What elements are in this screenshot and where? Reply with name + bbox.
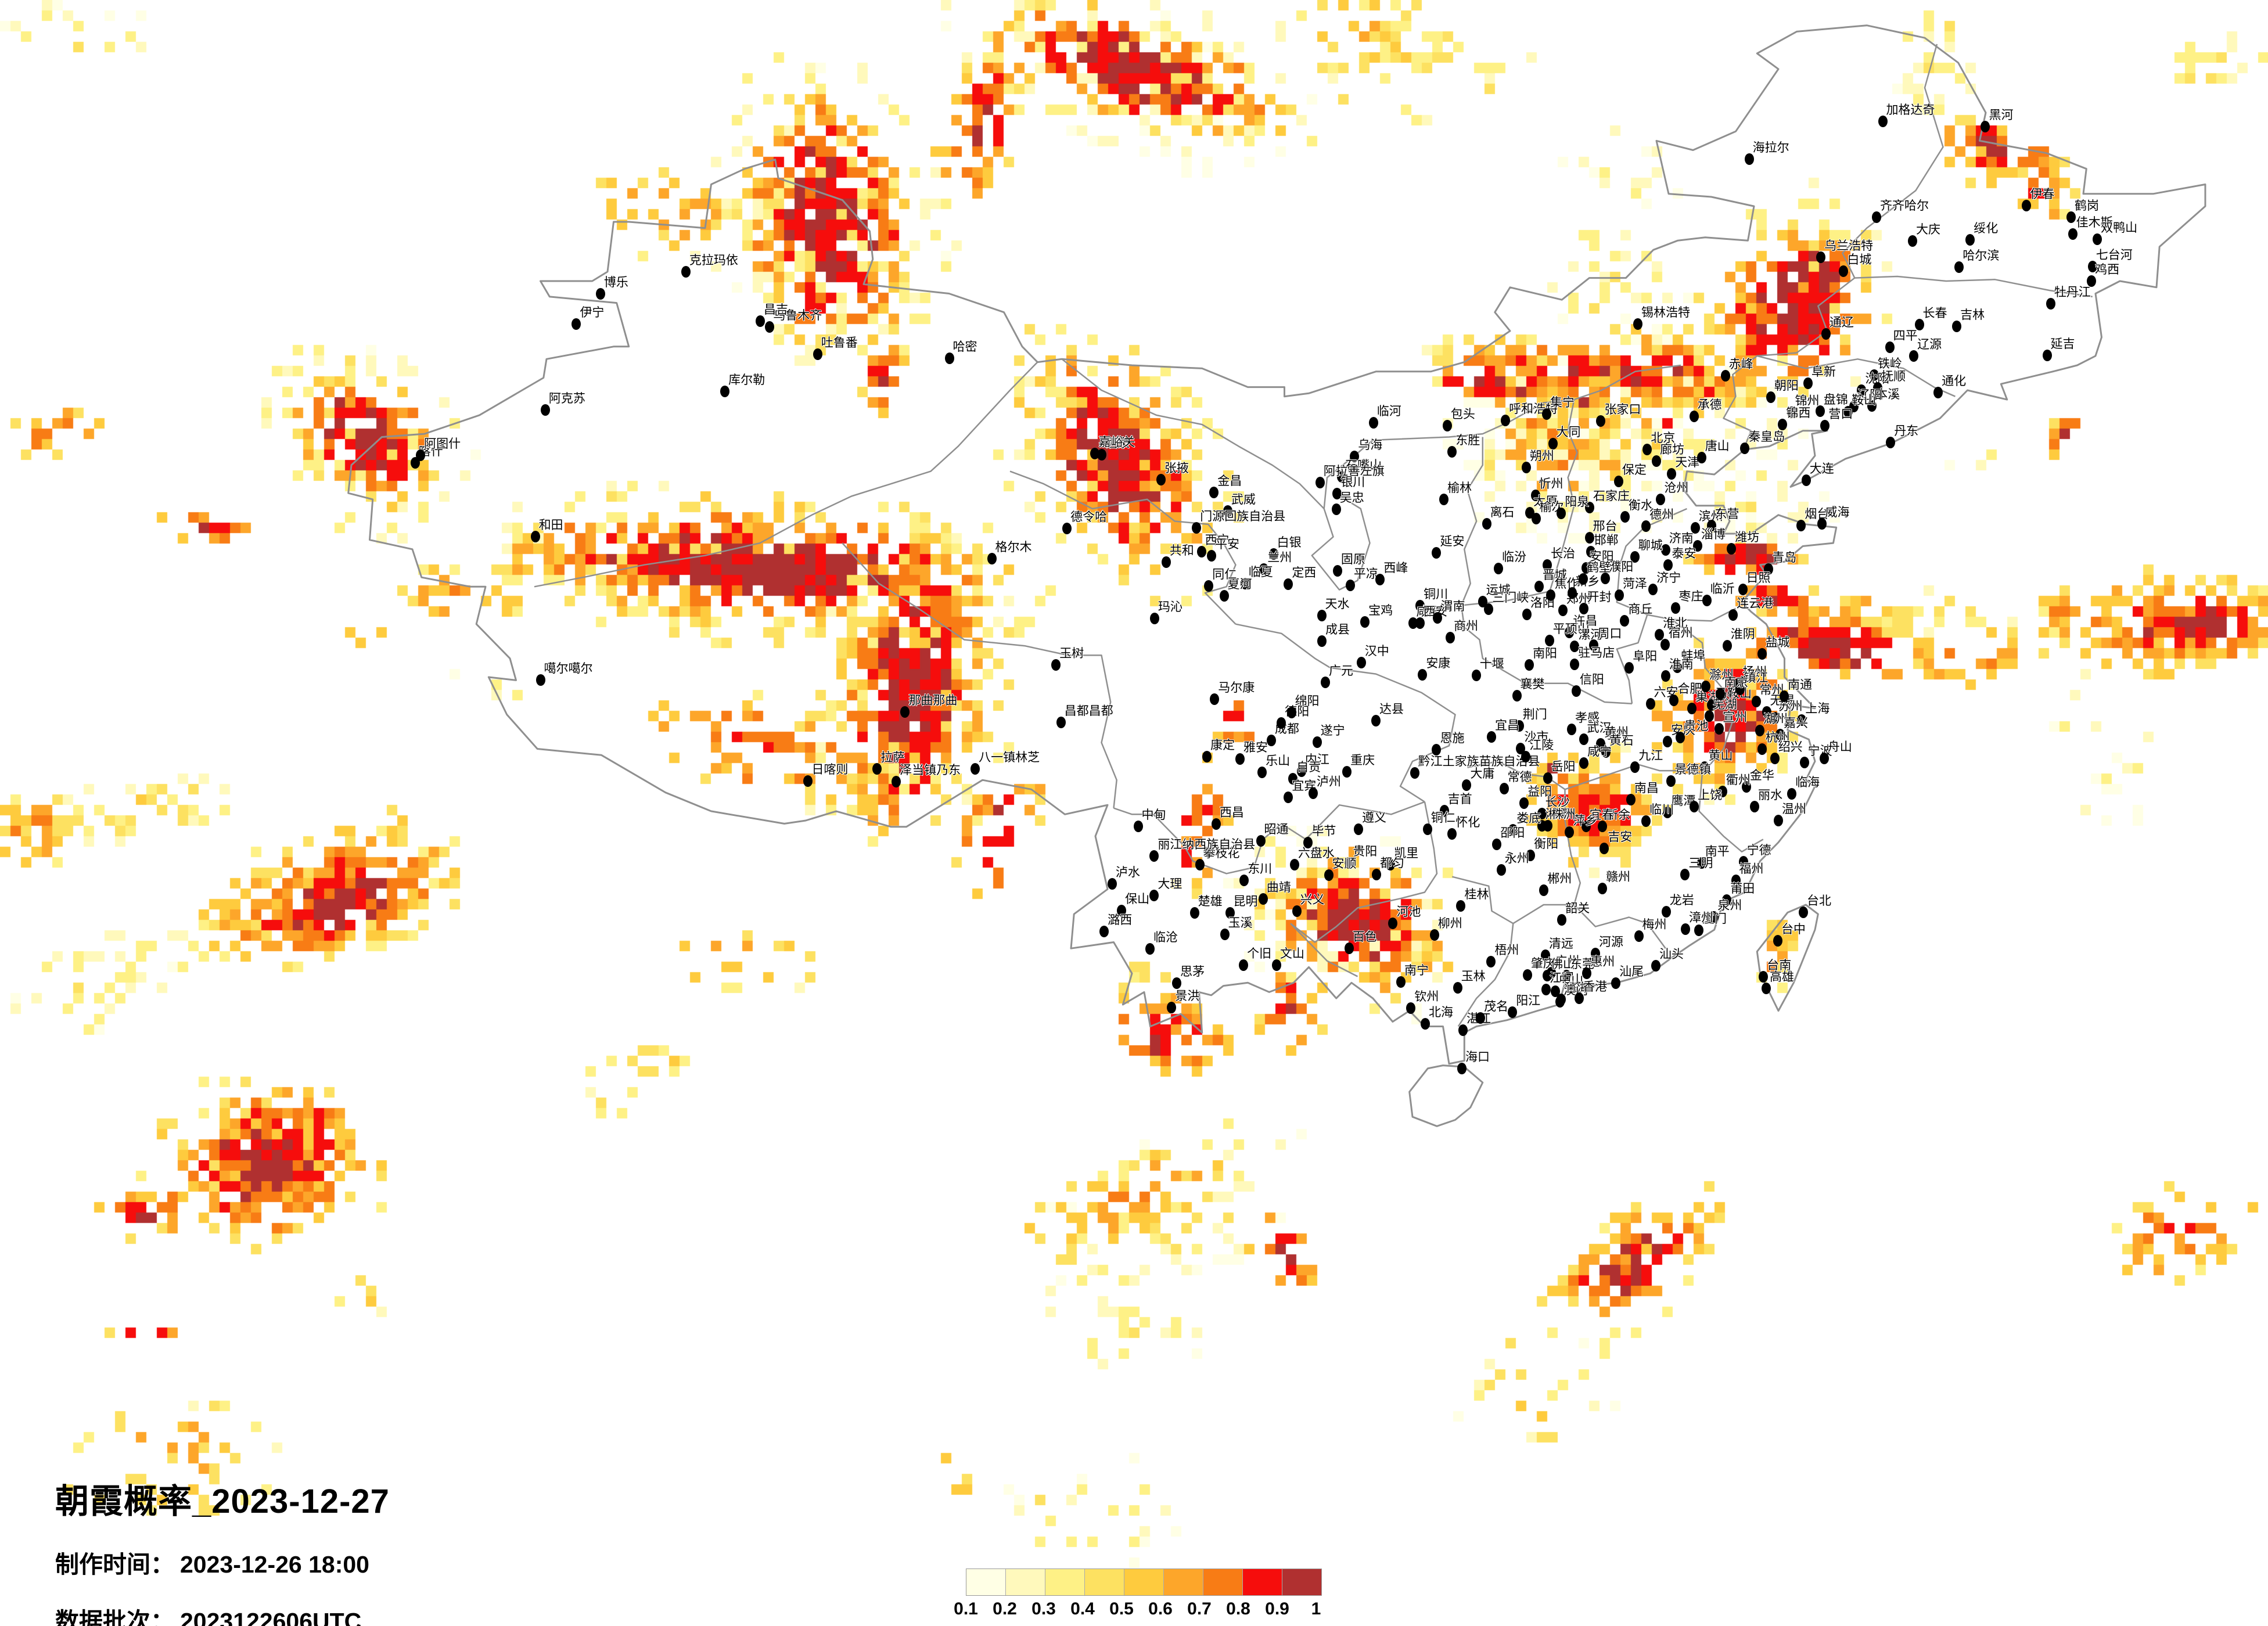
legend-tick-label: 1 <box>1311 1599 1321 1618</box>
legend-tick-label: 0.9 <box>1265 1599 1289 1618</box>
data-batch-value: 2023122606UTC <box>180 1608 362 1626</box>
legend-tick-labels: 0.1 0.2 0.3 0.4 0.5 0.6 0.7 0.8 0.9 1 <box>954 1596 1322 1619</box>
data-batch-line: 数据批次： 2023122606UTC <box>55 1602 390 1626</box>
legend-tick-label: 0.5 <box>1109 1599 1134 1618</box>
legend-color-box <box>1282 1569 1321 1595</box>
legend-color-box <box>1124 1569 1164 1595</box>
data-batch-label: 数据批次： <box>55 1608 174 1626</box>
legend-tick-label: 0.1 <box>954 1599 978 1618</box>
legend-color-box <box>1085 1569 1124 1595</box>
legend-color-box <box>1243 1569 1282 1595</box>
caption-block: 朝霞概率_2023-12-27 制作时间： 2023-12-26 18:00 数据… <box>55 1474 390 1626</box>
map-title: 朝霞概率_2023-12-27 <box>55 1483 390 1520</box>
production-time-value: 2023-12-26 18:00 <box>180 1551 369 1578</box>
legend-tick-label: 0.3 <box>1031 1599 1056 1618</box>
production-time-label: 制作时间： <box>55 1551 174 1578</box>
production-time-line: 制作时间： 2023-12-26 18:00 <box>55 1545 390 1580</box>
legend-tick-label: 0.7 <box>1187 1599 1212 1618</box>
legend-color-box <box>1045 1569 1085 1595</box>
legend-tick-label: 0.2 <box>993 1599 1017 1618</box>
legend-color-ramp <box>966 1569 1322 1596</box>
legend-tick-label: 0.8 <box>1226 1599 1250 1618</box>
legend-color-box <box>966 1569 1006 1595</box>
legend-tick-label: 0.6 <box>1148 1599 1173 1618</box>
legend-color-box <box>1164 1569 1203 1595</box>
legend-color-box <box>1203 1569 1243 1595</box>
legend-tick-label: 0.4 <box>1070 1599 1095 1618</box>
probability-legend: 0.1 0.2 0.3 0.4 0.5 0.6 0.7 0.8 0.9 1 <box>954 1569 1322 1619</box>
legend-color-box <box>1006 1569 1045 1595</box>
